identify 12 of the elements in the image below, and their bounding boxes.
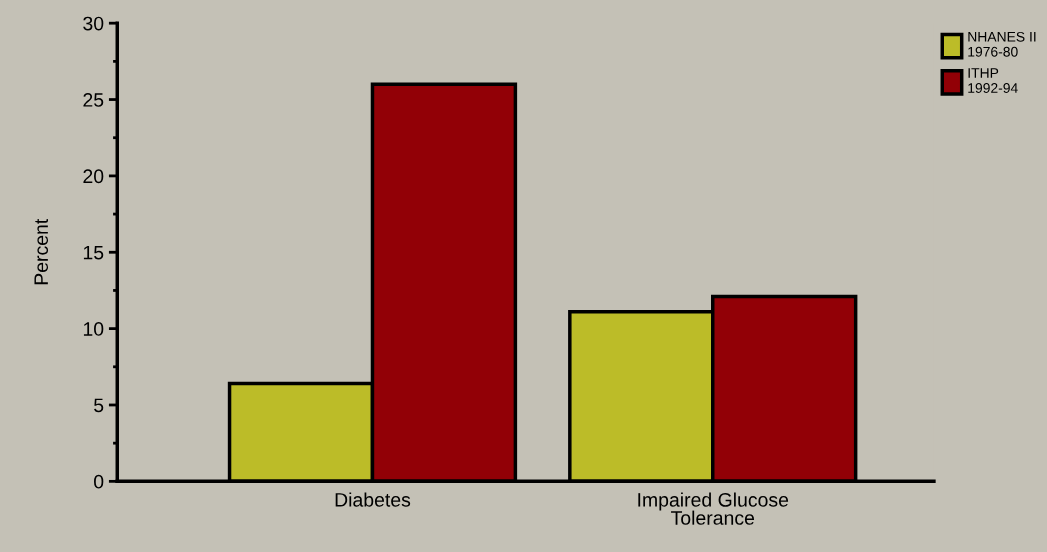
y-tick-label: 0 xyxy=(94,474,104,489)
y-tick-label: 10 xyxy=(83,322,104,336)
y-axis-title: Percent xyxy=(34,218,49,285)
y-tick-label: 5 xyxy=(94,398,104,413)
x-tick-label: Diabetes xyxy=(335,492,411,507)
x-tick-label: Impaired Glucose Tolerance xyxy=(638,492,789,525)
y-tick-label: 25 xyxy=(83,93,104,107)
legend-label: ITHP 1992-94 xyxy=(968,68,1018,93)
y-tick-label: 20 xyxy=(83,169,104,184)
y-tick-label: 30 xyxy=(83,16,104,31)
y-tick-label: 15 xyxy=(83,245,104,260)
legend-label: NHANES II 1976-80 xyxy=(968,31,1036,57)
